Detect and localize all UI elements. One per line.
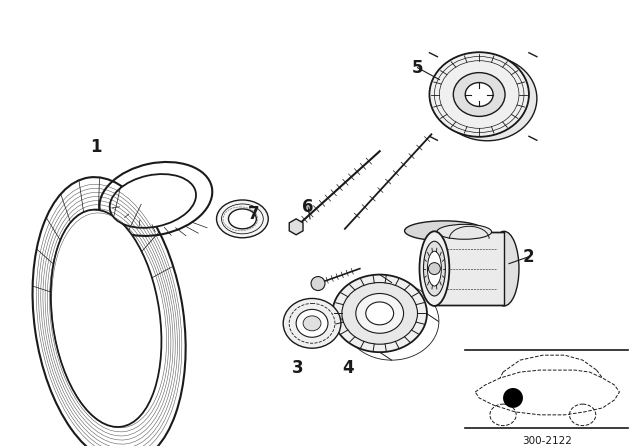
Ellipse shape [489,231,519,306]
Circle shape [311,276,325,290]
Text: 1: 1 [90,138,102,156]
Text: 6: 6 [302,198,314,216]
Ellipse shape [356,293,404,333]
Ellipse shape [332,275,427,352]
Ellipse shape [437,224,492,239]
Ellipse shape [296,310,328,337]
Ellipse shape [216,200,268,238]
Ellipse shape [465,82,493,107]
Polygon shape [435,232,504,306]
Circle shape [503,388,523,408]
Ellipse shape [404,221,484,241]
Text: 7: 7 [248,205,259,223]
Ellipse shape [342,283,417,344]
Ellipse shape [428,251,442,286]
Ellipse shape [366,302,394,325]
Ellipse shape [283,298,341,348]
Text: 2: 2 [523,248,535,266]
Ellipse shape [437,56,537,141]
Ellipse shape [228,209,257,229]
Ellipse shape [429,52,529,137]
Ellipse shape [453,73,505,116]
Ellipse shape [424,241,445,296]
Ellipse shape [419,231,449,306]
Text: 4: 4 [342,359,354,377]
Ellipse shape [51,210,161,427]
Text: 300-2122: 300-2122 [522,436,572,446]
Ellipse shape [109,174,196,228]
Circle shape [428,263,440,275]
Polygon shape [289,219,303,235]
Text: 3: 3 [292,359,304,377]
Text: 5: 5 [412,59,423,77]
Ellipse shape [303,316,321,331]
